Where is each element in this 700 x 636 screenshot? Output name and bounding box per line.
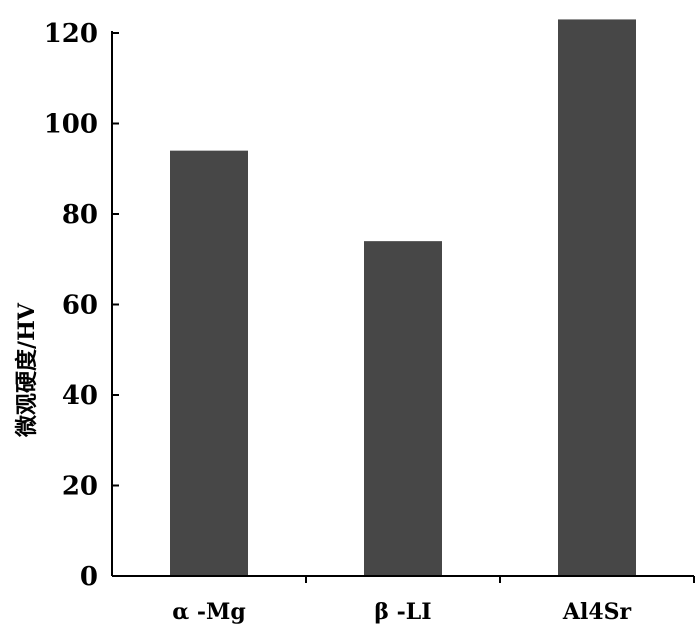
y-tick-label-1: 20 [62,472,98,502]
y-tick-label-6: 120 [44,19,98,49]
bar-1 [364,241,442,576]
x-axis: α -Mg β -LI Al4Sr [112,575,695,625]
y-tick-label-0: 0 [80,562,98,592]
bar-2 [558,19,636,577]
y-axis-title: 微观硬度/HV [14,302,40,438]
y-tick-label-5: 100 [44,110,98,140]
x-tick-label-2: Al4Sr [562,599,632,625]
y-tick-label-3: 60 [62,291,98,321]
y-tick-label-2: 40 [62,381,98,411]
y-axis: 0 20 40 60 80 100 120 [44,19,119,592]
x-tick-label-1: β -LI [374,599,431,625]
y-tick-label-4: 80 [62,200,98,230]
bar-0 [170,150,248,576]
bars [170,19,636,577]
x-tick-label-0: α -Mg [172,599,245,625]
